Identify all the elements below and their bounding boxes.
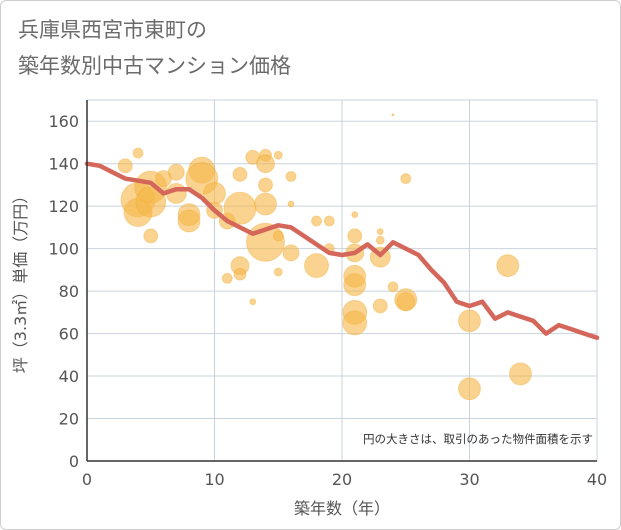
bubble: [249, 298, 257, 306]
bubble: [347, 228, 363, 244]
bubble: [282, 244, 300, 262]
bubble: [496, 254, 520, 278]
y-tick-label: 40: [59, 367, 79, 386]
x-tick-label: 0: [82, 470, 92, 489]
bubble: [258, 177, 273, 193]
bubble: [132, 147, 144, 159]
bubble: [343, 273, 367, 297]
bubble: [143, 228, 159, 244]
x-tick-label: 40: [587, 470, 607, 489]
y-tick-label: 160: [48, 112, 79, 131]
bubble: [273, 150, 283, 160]
y-tick-label: 140: [48, 155, 79, 174]
axes: [86, 100, 597, 462]
grid-lines: [86, 99, 598, 462]
tick-labels: 0 10 20 30 40 0 20 40 60 80 100 120 140 160: [48, 112, 607, 489]
y-tick-label: 20: [59, 410, 79, 429]
x-tick-label: 20: [332, 470, 352, 489]
bubble: [272, 230, 284, 242]
bubble: [221, 272, 233, 284]
bubble: [458, 309, 481, 333]
bubble: [376, 228, 384, 236]
x-axis-label: 築年数（年）: [294, 499, 390, 518]
bubble: [167, 163, 185, 181]
size-annotation: 円の大きさは、取引のあった物件面積を示す: [363, 432, 593, 446]
bubble: [458, 377, 481, 401]
bubble: [233, 267, 247, 281]
bubble: [256, 154, 275, 174]
bubble: [509, 362, 532, 386]
bubble: [287, 200, 295, 208]
bubble: [304, 253, 329, 279]
bubble: [254, 192, 277, 216]
bubble: [285, 170, 297, 182]
y-tick-label: 80: [59, 282, 79, 301]
bubble: [396, 292, 416, 312]
y-tick-label: 120: [48, 197, 79, 216]
bubble: [391, 113, 395, 117]
bubble: [232, 166, 248, 182]
bubble: [375, 235, 385, 245]
bubble: [273, 267, 283, 277]
y-tick-label: 100: [48, 240, 79, 259]
bubble: [177, 209, 201, 233]
y-tick-label: 60: [59, 325, 79, 344]
x-tick-label: 10: [204, 470, 224, 489]
bubble: [387, 281, 399, 293]
bubble: [351, 211, 359, 219]
bubble: [342, 310, 368, 336]
title-line-1: 兵庫県西宮市東町の: [18, 18, 207, 42]
y-axis-label: 坪（3.3㎡）単価（万円）: [11, 188, 30, 373]
bubble: [400, 173, 412, 185]
bubble: [135, 186, 167, 218]
bubble: [372, 298, 388, 314]
bubble: [117, 158, 133, 174]
y-tick-label: 0: [69, 452, 79, 471]
chart-title: 兵庫県西宮市東町の 築年数別中古マンション価格: [18, 12, 291, 84]
title-line-2: 築年数別中古マンション価格: [18, 54, 291, 78]
bubble: [323, 215, 335, 227]
trend-line: [84, 161, 600, 341]
x-tick-label: 30: [459, 470, 479, 489]
bubble: [311, 215, 322, 227]
